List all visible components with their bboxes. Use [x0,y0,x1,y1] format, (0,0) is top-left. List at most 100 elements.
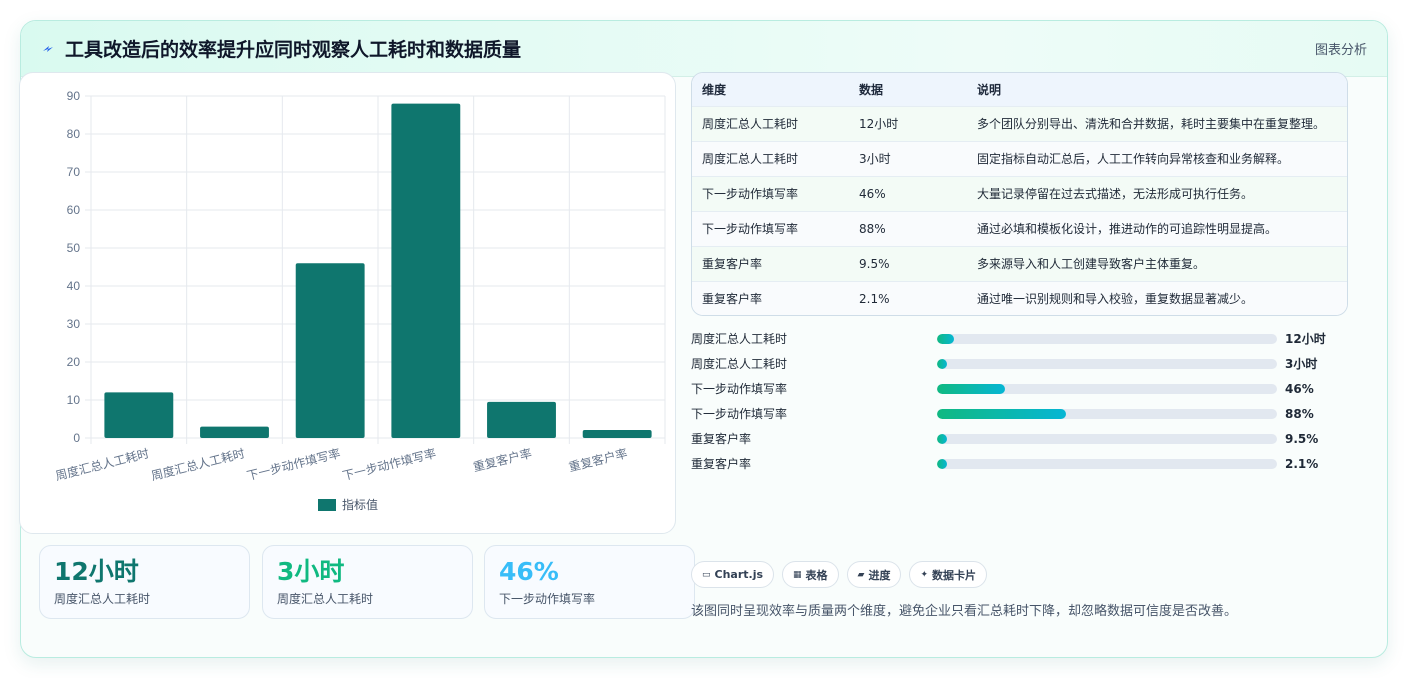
progress-fill [937,433,948,444]
table-cell: 重复客户率 [702,292,763,307]
table-cell: 3小时 [859,152,891,166]
data-table-panel: 维度 数据 说明 周度汇总人工耗时 12小时 多个团队分别导出、清洗和合并数据，… [691,72,1348,316]
table-cell: 9.5% [859,256,890,271]
kpi-value: 12小时 [54,557,139,586]
tag-label: 进度 [868,568,891,582]
data-table: 维度 数据 说明 周度汇总人工耗时 12小时 多个团队分别导出、清洗和合并数据，… [692,73,1347,315]
progress-value: 3小时 [1285,357,1318,371]
progress-fill [937,358,948,369]
table-cell: 下一步动作填写率 [702,187,799,201]
y-tick-label: 30 [67,317,81,331]
x-tick-label: 周度汇总人工耗时 [54,445,151,483]
y-tick-label: 10 [67,393,81,407]
legend-label: 指标值 [342,497,378,512]
table-cell: 下一步动作填写率 [702,222,799,236]
kpi-card-1: 3小时 周度汇总人工耗时 [262,545,473,619]
progress-value: 46% [1285,381,1314,396]
footnote: 该图同时呈现效率与质量两个维度，避免企业只看汇总耗时下降，却忽略数据可信度是否改… [691,604,1238,619]
header-tag: 图表分析 [1314,43,1367,58]
kpi-label: 下一步动作填写率 [499,592,596,606]
column-header: 数据 [859,82,884,97]
bar-chart-panel: 0 10 20 30 40 50 60 70 80 90 周度汇总人工耗时 周度汇总人工耗时 下一步动作… [19,72,676,534]
tag-progress[interactable]: ▰ 进度 [846,561,902,588]
table-row: 重复客户率 2.1% 通过唯一识别规则和导入校验，重复数据显著减少。 [692,281,1347,315]
sparkle-icon: ✦ [920,569,929,580]
kpi-card-0: 12小时 周度汇总人工耗时 [39,545,250,619]
table-cell: 多来源导入和人工创建导致客户主体重复。 [977,257,1206,271]
y-tick-label: 50 [67,241,81,255]
progress-label: 下一步动作填写率 [691,407,788,421]
kpi-value: 3小时 [277,557,345,586]
progress-row: 下一步动作填写率 46% [691,376,1348,401]
progress-row: 下一步动作填写率 88% [691,401,1348,426]
table-cell: 周度汇总人工耗时 [702,152,799,166]
table-cell: 12小时 [859,117,899,131]
table-cell: 46% [859,186,886,201]
title-wrap: 工具改造后的效率提升应同时观察人工耗时和数据质量 [41,35,521,62]
table-row: 下一步动作填写率 46% 大量记录停留在过去式描述，无法形成可执行任务。 [692,176,1347,211]
progress-list: 周度汇总人工耗时 12小时 周度汇总人工耗时 3小时 下一步动作填写率 46% … [691,326,1348,476]
table-cell: 88% [859,221,886,236]
table-cell: 2.1% [859,291,890,306]
column-header: 说明 [977,82,1002,97]
progress-label: 周度汇总人工耗时 [691,332,788,346]
progress-track [937,433,1277,444]
x-tick-label: 重复客户率 [567,445,629,474]
lightning-icon [43,45,53,52]
tag-list: ▭ Chart.js ▦ 表格 ▰ 进度 ✦ 数据卡片 [691,561,988,588]
progress-label: 重复客户率 [691,457,752,471]
page-title: 工具改造后的效率提升应同时观察人工耗时和数据质量 [65,39,522,61]
progress-fill [937,458,948,469]
kpi-value: 46% [499,557,559,586]
table-cell: 大量记录停留在过去式描述，无法形成可执行任务。 [977,187,1254,201]
table-cell: 通过唯一识别规则和导入校验，重复数据显著减少。 [977,292,1254,307]
progress-track [937,333,1277,344]
x-tick-label: 重复客户率 [471,445,533,474]
y-tick-label: 0 [73,431,80,445]
progress-track [937,408,1277,419]
progress-track [937,358,1277,369]
tag-table[interactable]: ▦ 表格 [782,561,839,588]
progress-track [937,458,1277,469]
bar [582,430,652,438]
tag-chartjs[interactable]: ▭ Chart.js [691,561,775,588]
x-tick-label: 周度汇总人工耗时 [149,445,246,483]
y-tick-label: 60 [67,203,81,217]
y-tick-label: 20 [67,355,81,369]
legend-swatch [318,499,336,511]
progress-value: 2.1% [1285,456,1319,471]
tag-label: 数据卡片 [932,568,977,582]
kpi-label: 周度汇总人工耗时 [54,592,151,606]
progress-label: 周度汇总人工耗时 [691,357,788,371]
y-tick-label: 40 [67,279,81,293]
progress-label: 重复客户率 [691,432,752,446]
progress-row: 重复客户率 2.1% [691,451,1348,476]
y-tick-label: 80 [67,127,81,141]
card-header: 工具改造后的效率提升应同时观察人工耗时和数据质量 图表分析 [21,21,1387,77]
bar [104,392,174,438]
y-tick-label: 90 [67,89,81,103]
table-header-row: 维度 数据 说明 [692,73,1347,106]
progress-track [937,383,1277,394]
progress-fill [937,408,1067,419]
grid-icon: ▦ [793,569,802,580]
progress-row: 周度汇总人工耗时 3小时 [691,351,1348,376]
table-cell: 通过必填和模板化设计，推进动作的可追踪性明显提高。 [977,222,1278,236]
bar-icon: ▰ [857,569,865,580]
bar [295,263,365,438]
progress-row: 周度汇总人工耗时 12小时 [691,326,1348,351]
tag-label: 表格 [805,568,828,582]
tag-data-card[interactable]: ✦ 数据卡片 [909,561,988,588]
progress-row: 重复客户率 9.5% [691,426,1348,451]
bar [200,426,269,438]
bar [391,103,461,438]
table-row: 下一步动作填写率 88% 通过必填和模板化设计，推进动作的可追踪性明显提高。 [692,211,1347,246]
progress-fill [937,333,954,344]
column-header: 维度 [702,82,727,97]
table-icon: ▭ [702,569,711,580]
table-row: 周度汇总人工耗时 12小时 多个团队分别导出、清洗和合并数据，耗时主要集中在重复… [692,106,1347,141]
progress-value: 12小时 [1285,332,1326,346]
tag-label: Chart.js [714,568,764,581]
table-cell: 固定指标自动汇总后，人工工作转向异常核查和业务解释。 [977,152,1290,166]
